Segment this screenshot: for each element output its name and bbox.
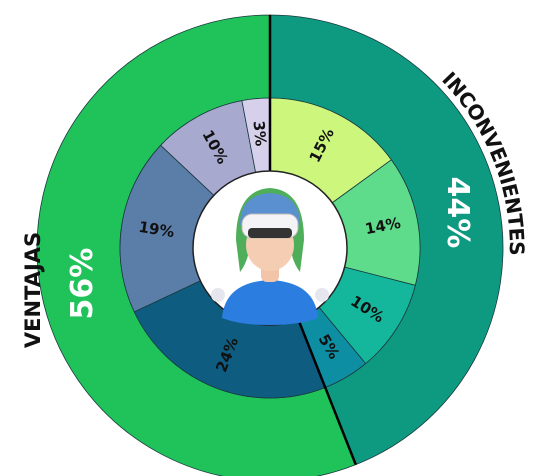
- value-label: 44%: [440, 176, 475, 248]
- rings: [36, 14, 504, 476]
- value-label: 56%: [65, 248, 100, 320]
- value-label: 19%: [137, 218, 175, 241]
- value-label: 3%: [250, 120, 270, 147]
- divider: [297, 319, 357, 466]
- center-figure: [192, 170, 348, 326]
- category-label: VENTAJAS: [21, 232, 45, 348]
